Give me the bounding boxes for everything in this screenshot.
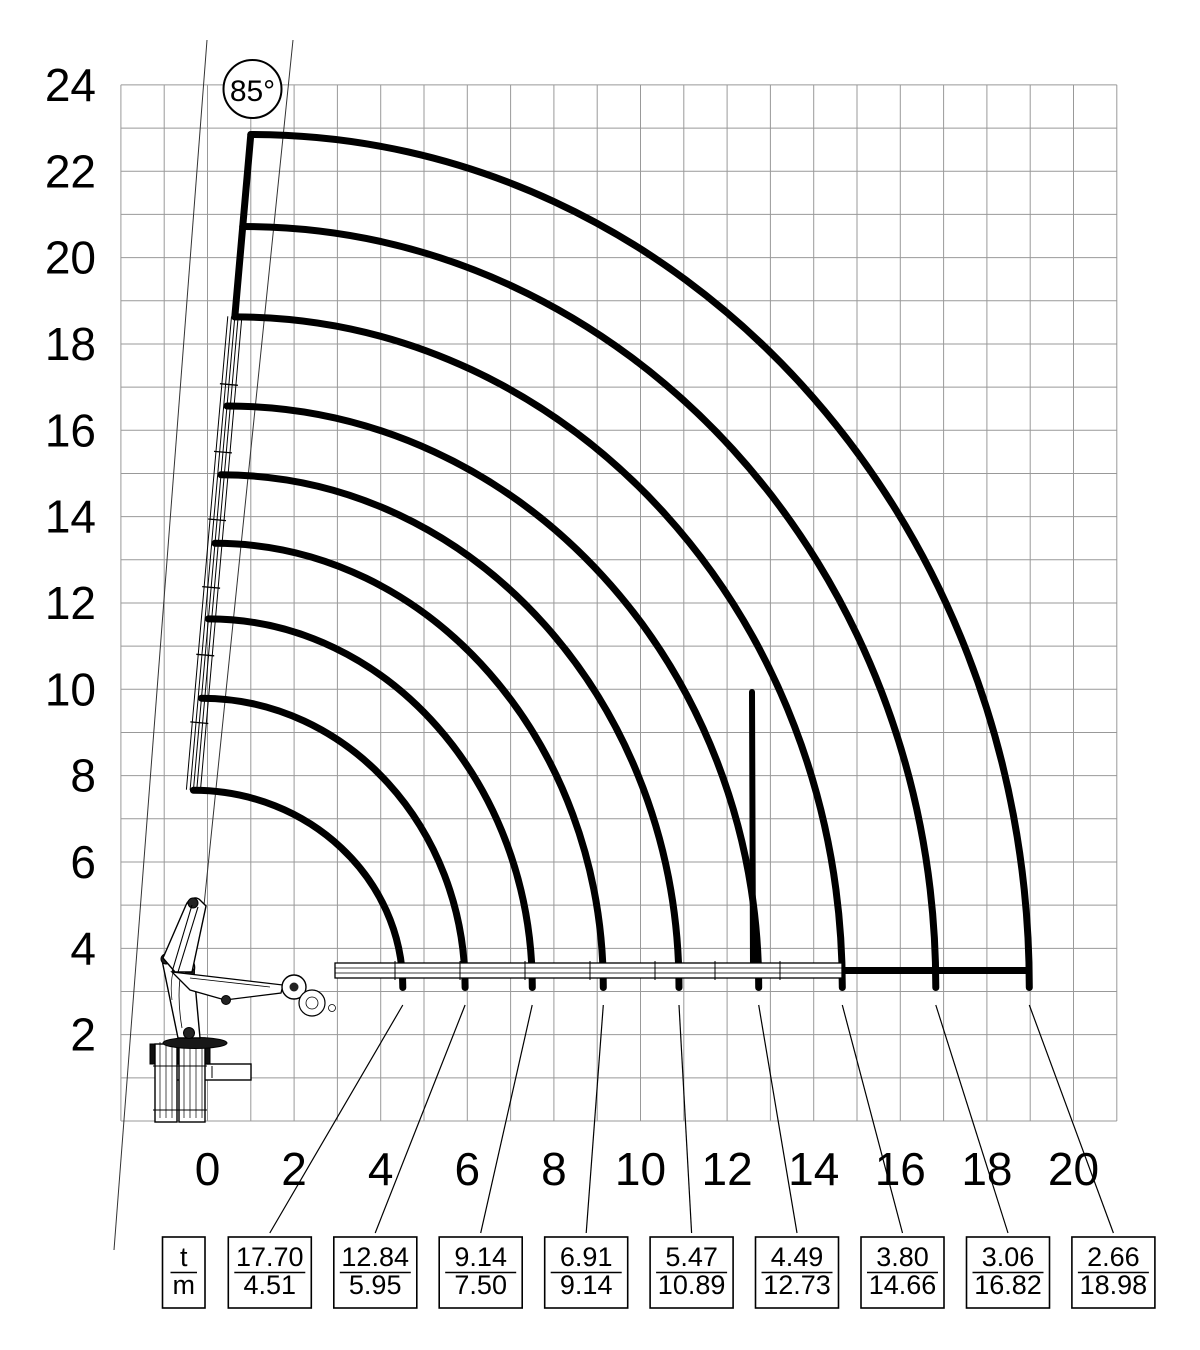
- svg-text:12.73: 12.73: [763, 1270, 831, 1300]
- svg-text:4: 4: [368, 1143, 394, 1195]
- svg-text:20: 20: [1048, 1143, 1099, 1195]
- svg-text:6: 6: [455, 1143, 481, 1195]
- svg-text:9.14: 9.14: [454, 1242, 507, 1272]
- svg-text:5.95: 5.95: [349, 1270, 402, 1300]
- svg-text:85°: 85°: [230, 75, 275, 108]
- svg-text:14: 14: [788, 1143, 839, 1195]
- svg-text:9.14: 9.14: [560, 1270, 613, 1300]
- svg-text:7.50: 7.50: [454, 1270, 507, 1300]
- svg-text:16: 16: [875, 1143, 926, 1195]
- svg-text:24: 24: [45, 59, 96, 111]
- svg-text:18: 18: [45, 318, 96, 370]
- svg-text:16.82: 16.82: [974, 1270, 1042, 1300]
- svg-text:12.84: 12.84: [341, 1242, 409, 1272]
- svg-text:12: 12: [45, 577, 96, 629]
- svg-text:3.06: 3.06: [982, 1242, 1035, 1272]
- svg-text:14.66: 14.66: [869, 1270, 937, 1300]
- svg-text:12: 12: [702, 1143, 753, 1195]
- svg-text:2: 2: [281, 1143, 307, 1195]
- svg-text:6: 6: [70, 836, 96, 888]
- svg-text:18.98: 18.98: [1080, 1270, 1148, 1300]
- svg-text:17.70: 17.70: [236, 1242, 304, 1272]
- svg-text:2.66: 2.66: [1087, 1242, 1140, 1272]
- svg-text:4: 4: [70, 922, 96, 974]
- svg-text:20: 20: [45, 232, 96, 284]
- svg-text:10: 10: [615, 1143, 666, 1195]
- svg-text:m: m: [173, 1270, 196, 1300]
- svg-text:5.47: 5.47: [665, 1242, 718, 1272]
- svg-text:14: 14: [45, 491, 96, 543]
- svg-text:16: 16: [45, 404, 96, 456]
- svg-text:8: 8: [541, 1143, 567, 1195]
- svg-text:18: 18: [961, 1143, 1012, 1195]
- svg-text:2: 2: [70, 1009, 96, 1061]
- svg-text:4.51: 4.51: [244, 1270, 297, 1300]
- svg-text:4.49: 4.49: [771, 1242, 824, 1272]
- svg-text:8: 8: [70, 750, 96, 802]
- svg-text:3.80: 3.80: [876, 1242, 929, 1272]
- svg-text:0: 0: [195, 1143, 221, 1195]
- svg-text:10.89: 10.89: [658, 1270, 726, 1300]
- svg-text:6.91: 6.91: [560, 1242, 613, 1272]
- svg-text:t: t: [180, 1242, 188, 1272]
- svg-text:10: 10: [45, 663, 96, 715]
- svg-text:22: 22: [45, 145, 96, 197]
